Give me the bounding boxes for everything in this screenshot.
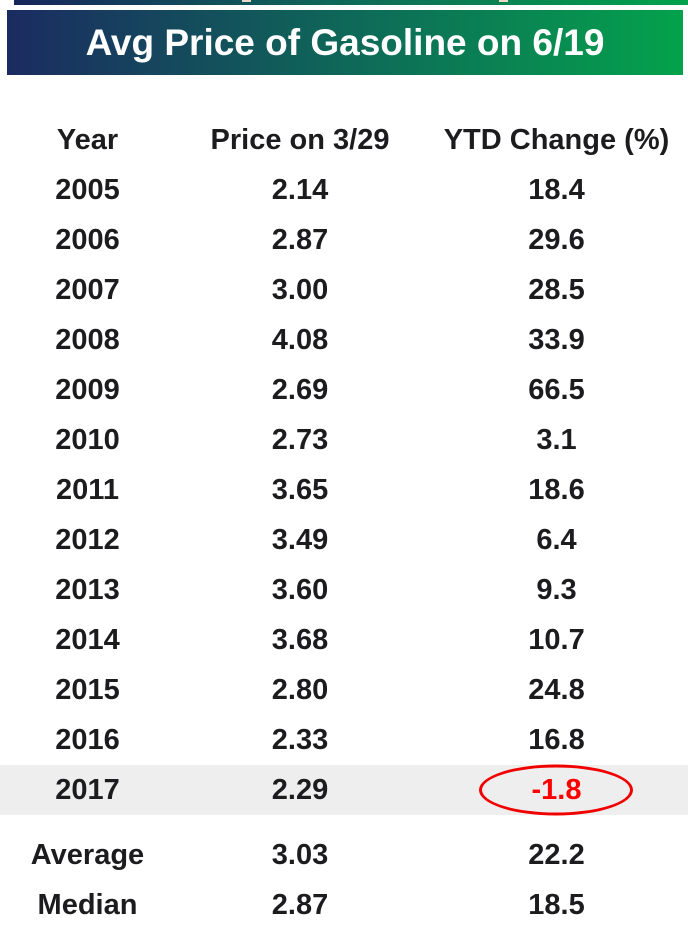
page-title: Avg Price of Gasoline on 6/19 [85, 21, 605, 63]
ytd-cell: 9.3 [536, 573, 577, 606]
table-row: 2007 3.00 28.5 [0, 265, 688, 315]
column-header-price: Price on 3/29 [210, 123, 390, 156]
price-cell: 2.80 [271, 673, 329, 706]
ytd-cell: -1.8 [425, 764, 688, 816]
ytd-cell: 10.7 [528, 623, 585, 656]
text-descender-artifact [242, 0, 251, 2]
price-cell: 2.87 [271, 888, 329, 921]
year-cell: 2016 [55, 723, 120, 756]
negative-ytd-value: -1.8 [531, 773, 582, 806]
ytd-cell: 66.5 [528, 373, 585, 406]
table-row: 2015 2.80 24.8 [0, 665, 688, 715]
table-row: 2005 2.14 18.4 [0, 165, 688, 215]
ytd-cell: 29.6 [528, 223, 585, 256]
table-row: 2013 3.60 9.3 [0, 565, 688, 615]
year-cell: 2014 [55, 623, 120, 656]
price-cell: 3.65 [271, 473, 329, 506]
price-cell: 2.29 [271, 773, 329, 806]
text-descender-artifact [499, 0, 508, 2]
title-banner: Avg Price of Gasoline on 6/19 [7, 10, 683, 75]
price-cell: 3.49 [271, 523, 329, 556]
ytd-cell: 3.1 [536, 423, 577, 456]
table-row-2017-highlighted: 2017 2.29 -1.8 [0, 764, 688, 816]
year-cell: 2006 [55, 223, 120, 256]
ytd-cell: 24.8 [528, 673, 585, 706]
price-cell: 3.68 [271, 623, 329, 656]
year-cell: 2017 [55, 773, 120, 806]
ytd-cell: 22.2 [528, 838, 585, 871]
gasoline-price-table: Year Price on 3/29 YTD Change (%) 2005 2… [0, 115, 688, 930]
price-cell: 2.73 [271, 423, 329, 456]
column-header-year: Year [56, 123, 119, 156]
year-cell: 2005 [55, 173, 120, 206]
table-row: 2010 2.73 3.1 [0, 415, 688, 465]
summary-row-median: Median 2.87 18.5 [0, 880, 688, 930]
table-row: 2014 3.68 10.7 [0, 615, 688, 665]
price-cell: 2.69 [271, 373, 329, 406]
summary-row-average: Average 3.03 22.2 [0, 830, 688, 880]
ytd-cell: 16.8 [528, 723, 585, 756]
price-cell: 3.03 [271, 838, 329, 871]
year-cell: 2007 [55, 273, 120, 306]
year-cell: 2008 [55, 323, 120, 356]
ytd-cell: 33.9 [528, 323, 585, 356]
ytd-cell: 28.5 [528, 273, 585, 306]
year-cell: 2009 [55, 373, 120, 406]
price-cell: 3.60 [271, 573, 329, 606]
summary-label: Average [30, 838, 145, 871]
ytd-cell: 6.4 [536, 523, 577, 556]
ytd-cell: 18.4 [528, 173, 585, 206]
cropped-top-banner-strip [14, 0, 688, 5]
year-cell: 2011 [56, 473, 119, 506]
year-cell: 2015 [55, 673, 120, 706]
table-row: 2006 2.87 29.6 [0, 215, 688, 265]
table-row: 2011 3.65 18.6 [0, 465, 688, 515]
ytd-cell: 18.5 [528, 888, 585, 921]
table-row: 2008 4.08 33.9 [0, 315, 688, 365]
table-row: 2012 3.49 6.4 [0, 515, 688, 565]
price-cell: 2.87 [271, 223, 329, 256]
price-cell: 2.33 [271, 723, 329, 756]
column-header-ytd: YTD Change (%) [443, 123, 670, 156]
year-cell: 2010 [55, 423, 120, 456]
summary-divider-gap [0, 815, 688, 830]
table-row: 2016 2.33 16.8 [0, 715, 688, 765]
summary-label: Median [37, 888, 138, 921]
price-cell: 4.08 [271, 323, 329, 356]
price-cell: 2.14 [271, 173, 329, 206]
year-cell: 2012 [55, 523, 120, 556]
price-cell: 3.00 [271, 273, 329, 306]
table-row: 2009 2.69 66.5 [0, 365, 688, 415]
table-header-row: Year Price on 3/29 YTD Change (%) [0, 115, 688, 165]
ytd-cell: 18.6 [528, 473, 585, 506]
year-cell: 2013 [55, 573, 120, 606]
